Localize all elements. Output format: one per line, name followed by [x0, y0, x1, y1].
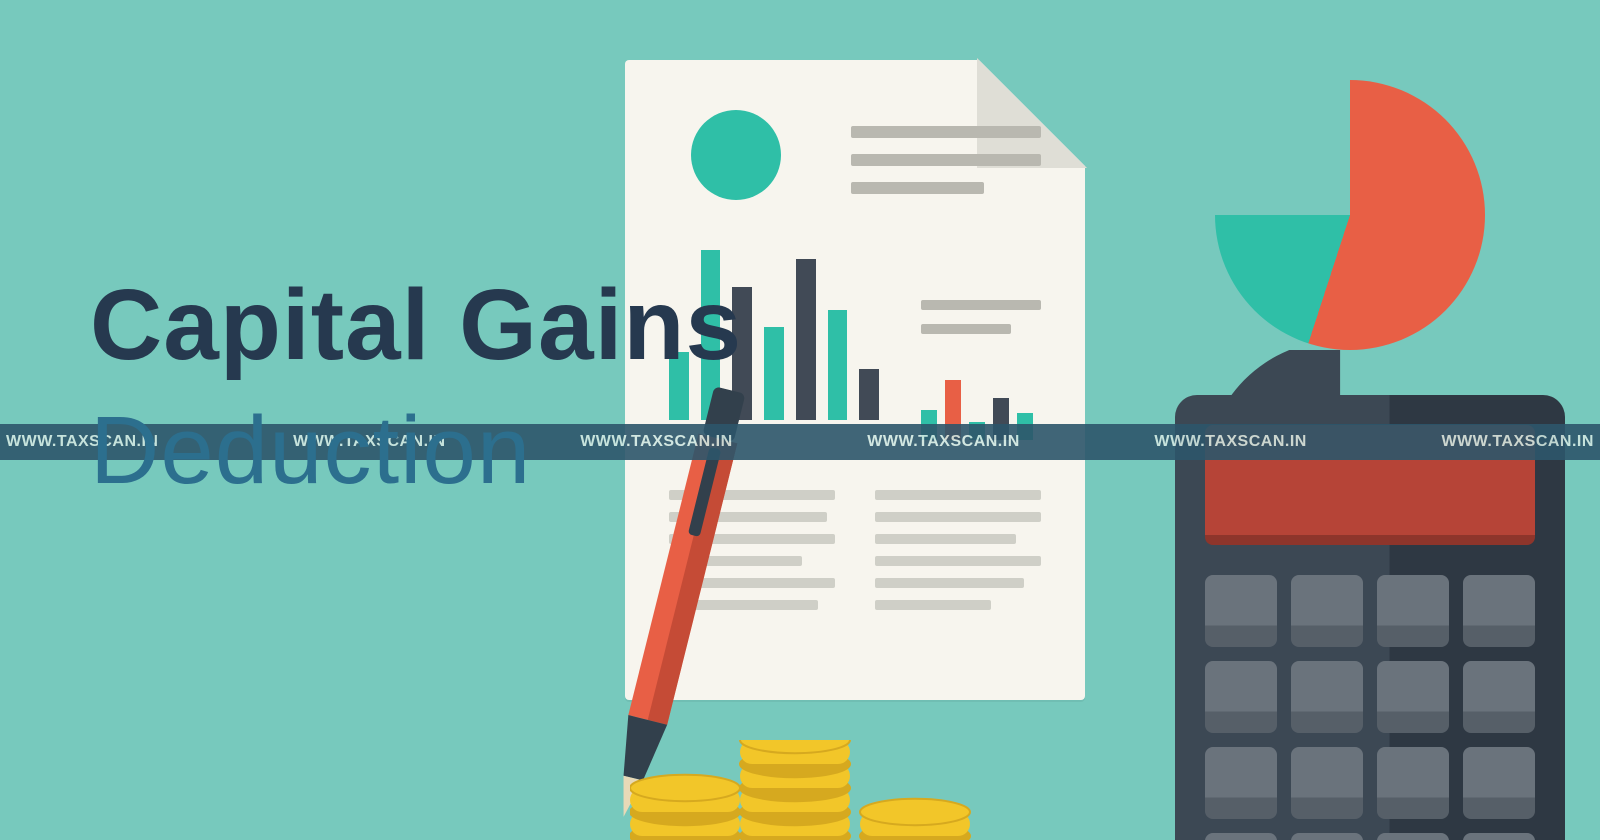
calculator-key	[1463, 747, 1535, 819]
calculator-key	[1205, 661, 1277, 733]
calculator-key	[1205, 833, 1277, 840]
title: Capital Gains Deduction	[90, 275, 742, 499]
calculator-key	[1463, 575, 1535, 647]
watermark-text: WWW.TAXSCAN.IN	[1441, 433, 1593, 451]
watermark-text: WWW.TAXSCAN.IN	[867, 433, 1019, 451]
calculator-key	[1463, 661, 1535, 733]
calculator-key	[1377, 661, 1449, 733]
text-lines-mid	[921, 300, 1041, 334]
circle-icon	[691, 110, 781, 200]
calculator-key	[1291, 575, 1363, 647]
calculator	[1175, 395, 1565, 840]
calculator-key	[1291, 747, 1363, 819]
title-line1: Capital Gains	[90, 275, 742, 375]
calculator-key	[1463, 833, 1535, 840]
title-line2: Deduction	[90, 403, 742, 499]
infographic-canvas: WWW.TAXSCAN.IN WWW.TAXSCAN.IN WWW.TAXSCAN.…	[0, 0, 1600, 840]
calculator-key	[1377, 747, 1449, 819]
calculator-key	[1291, 661, 1363, 733]
calculator-key	[1205, 747, 1277, 819]
pie-chart	[1215, 80, 1485, 350]
calculator-keys	[1205, 575, 1535, 840]
calculator-key	[1291, 833, 1363, 840]
calculator-key	[1205, 575, 1277, 647]
watermark-text: WWW.TAXSCAN.IN	[1154, 433, 1306, 451]
calculator-key	[1377, 575, 1449, 647]
calculator-key	[1377, 833, 1449, 840]
text-lines-top	[851, 126, 1041, 194]
coins-icon	[630, 740, 1010, 840]
